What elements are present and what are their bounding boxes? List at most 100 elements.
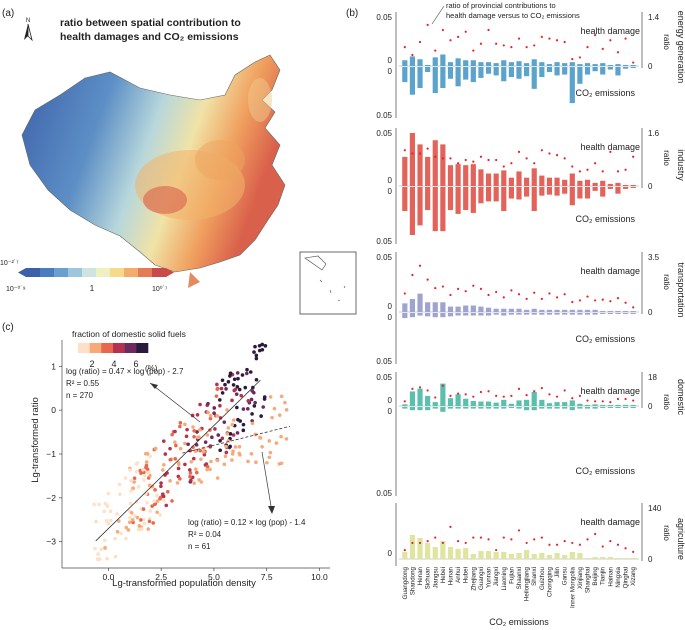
ratio-point: [418, 541, 422, 545]
health-bar: [440, 383, 446, 406]
health-bar: [600, 404, 606, 406]
province-label: Shaanxi: [516, 567, 523, 589]
province-label: Henan: [417, 566, 424, 585]
right-tick-top: 3.5: [648, 253, 660, 262]
fit1-arrow: [149, 382, 201, 423]
co2-bar: [600, 67, 606, 75]
health-bar: [622, 404, 629, 406]
health-bar: [485, 62, 492, 66]
health-bar: [409, 299, 416, 312]
scatter-point: [279, 394, 284, 399]
health-bar: [615, 404, 621, 406]
health-bar: [592, 404, 598, 406]
health-bar: [417, 59, 423, 66]
ratio-point: [601, 400, 604, 403]
province-label: Xizang: [630, 566, 637, 585]
scatter-point: [159, 481, 163, 485]
scatter-point: [228, 432, 233, 436]
ratio-point: [502, 44, 505, 47]
co2-bar: [402, 67, 408, 83]
health-bar: [501, 60, 507, 66]
scatter-point: [153, 446, 158, 451]
scatter-point: [201, 450, 206, 454]
health-bar: [531, 59, 537, 66]
sector-panel-agriculture: 0 140 0 ratio agriculture health damage: [388, 503, 685, 566]
health-bar: [508, 308, 514, 312]
co2-bar: [569, 67, 575, 104]
ratio-point: [456, 35, 460, 38]
scatter-point: [228, 371, 233, 376]
scatter-point: [194, 470, 199, 475]
ratio-point: [586, 46, 589, 49]
scatter-point: [235, 371, 240, 375]
ratio-point: [418, 264, 422, 267]
right-tick-top: 140: [648, 504, 662, 513]
ratio-point: [472, 536, 475, 539]
scatter-point: [178, 424, 182, 429]
scatter-point: [129, 478, 133, 483]
ratio-point: [540, 149, 543, 152]
co2-bar: [630, 313, 636, 314]
province-label: Hunan: [447, 566, 454, 585]
ratio-point: [609, 401, 612, 404]
health-bar: [478, 306, 484, 312]
scatter-point: [189, 478, 193, 483]
co2-bar: [554, 313, 560, 315]
scatter-point: [216, 433, 221, 437]
ratio-point: [616, 543, 620, 546]
scatter-point: [135, 461, 140, 465]
scatter-point: [159, 484, 163, 489]
co2-bar: [562, 407, 568, 409]
ratio-point: [495, 42, 498, 45]
scatter-point: [213, 427, 217, 431]
ratio-point: [578, 394, 582, 397]
scatter-point: [142, 478, 146, 482]
sector-name: industry: [676, 149, 685, 181]
left-tick-top: 0.05: [376, 253, 392, 262]
province-label: Jiangxi: [493, 567, 500, 586]
ratio-point: [586, 399, 589, 402]
scatter-point: [173, 440, 177, 444]
ratio-point: [495, 290, 498, 294]
co2-bar: [516, 407, 522, 409]
ratio-point: [441, 157, 444, 160]
scatter-point: [191, 456, 196, 461]
scatter-point: [147, 483, 152, 488]
ratio-axis-label: ratio: [662, 274, 671, 290]
province-label: Guizhou: [539, 566, 546, 590]
scatter-point: [209, 459, 213, 464]
scatter-point: [205, 467, 209, 472]
province-label: Shandong: [409, 566, 416, 595]
ratio-point: [609, 150, 612, 153]
scatter-point: [237, 451, 242, 456]
scatter-point: [108, 509, 113, 514]
ratio-point: [609, 540, 612, 543]
co2-emissions-label: CO₂ emissions: [575, 88, 635, 98]
co2-bar: [546, 67, 553, 73]
health-bar: [455, 549, 461, 559]
scatter-point: [190, 475, 195, 480]
left-tick-zero-top: 0: [388, 396, 393, 405]
scatter-point: [147, 519, 152, 524]
colorbar-tick-low-top: 10⁻²˙⁷: [0, 259, 19, 267]
scatter-point: [257, 348, 262, 353]
scatter-point: [257, 343, 262, 348]
panel-b-label: (b): [346, 8, 358, 19]
health-bar: [470, 60, 476, 66]
ratio-point: [555, 154, 559, 157]
scatter-point: [260, 342, 265, 347]
health-bar: [592, 64, 598, 66]
ratio-point: [555, 395, 559, 398]
health-bar: [493, 63, 499, 66]
health-bar: [508, 177, 514, 186]
scatter-point: [198, 402, 202, 407]
health-bar: [478, 169, 484, 186]
scatter-point: [184, 434, 189, 439]
scatter-point: [103, 501, 108, 506]
colorbar-tick-low: 10⁻⁰˙⁹: [6, 285, 26, 293]
health-bar: [440, 144, 446, 186]
ratio-point: [586, 168, 589, 171]
co2-bar: [516, 187, 522, 200]
ratio-point: [594, 162, 597, 165]
scatter-point: [284, 437, 289, 441]
